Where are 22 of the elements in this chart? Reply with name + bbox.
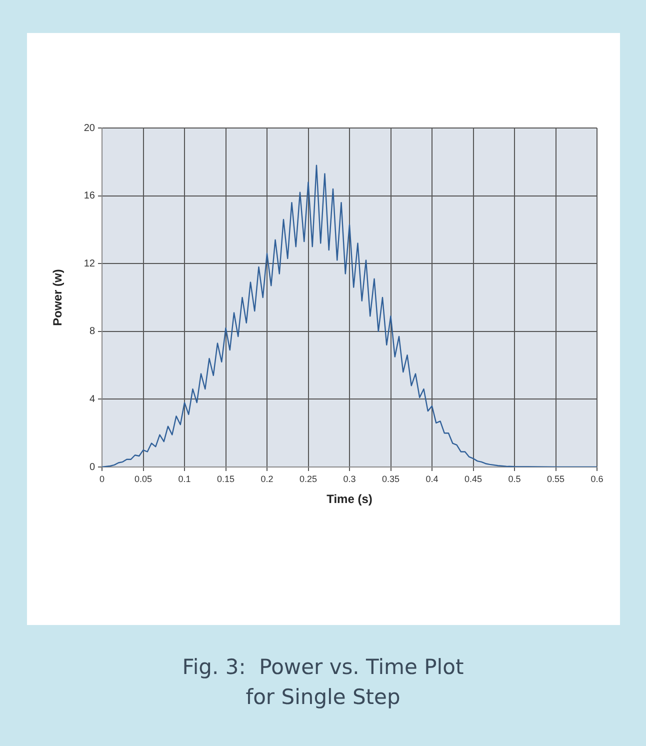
x-tick-label: 0.1 — [178, 474, 191, 484]
x-tick-label: 0 — [99, 474, 105, 484]
x-tick-label: 0.05 — [134, 474, 152, 484]
x-tick-label: 0.2 — [260, 474, 274, 484]
y-tick-label: 16 — [84, 190, 96, 202]
x-tick-label: 0.55 — [546, 474, 565, 484]
x-tick-label: 0.6 — [590, 474, 604, 484]
text: Fig. 3: Power vs. Time Plot for Single Step — [181, 654, 465, 711]
x-tick-label: 0.4 — [426, 474, 438, 484]
x-tick-label: 0.15 — [216, 474, 235, 484]
x-tick-label: 0.45 — [464, 474, 482, 484]
y-tick-label: 8 — [89, 326, 96, 338]
x-tick-label: 0.35 — [382, 474, 400, 484]
x-tick-label: 0.5 — [508, 474, 521, 484]
y-tick-label: 4 — [89, 394, 96, 405]
y-axis-title: Power (w) — [50, 269, 65, 326]
y-tick-label: 20 — [84, 122, 96, 134]
x-tick-label: 0.25 — [299, 474, 318, 484]
y-tick-label: 12 — [84, 258, 96, 270]
y-tick-label: 0 — [89, 462, 96, 473]
x-tick-label: 0.3 — [343, 474, 356, 484]
x-axis-title: Time (s) — [326, 492, 372, 506]
